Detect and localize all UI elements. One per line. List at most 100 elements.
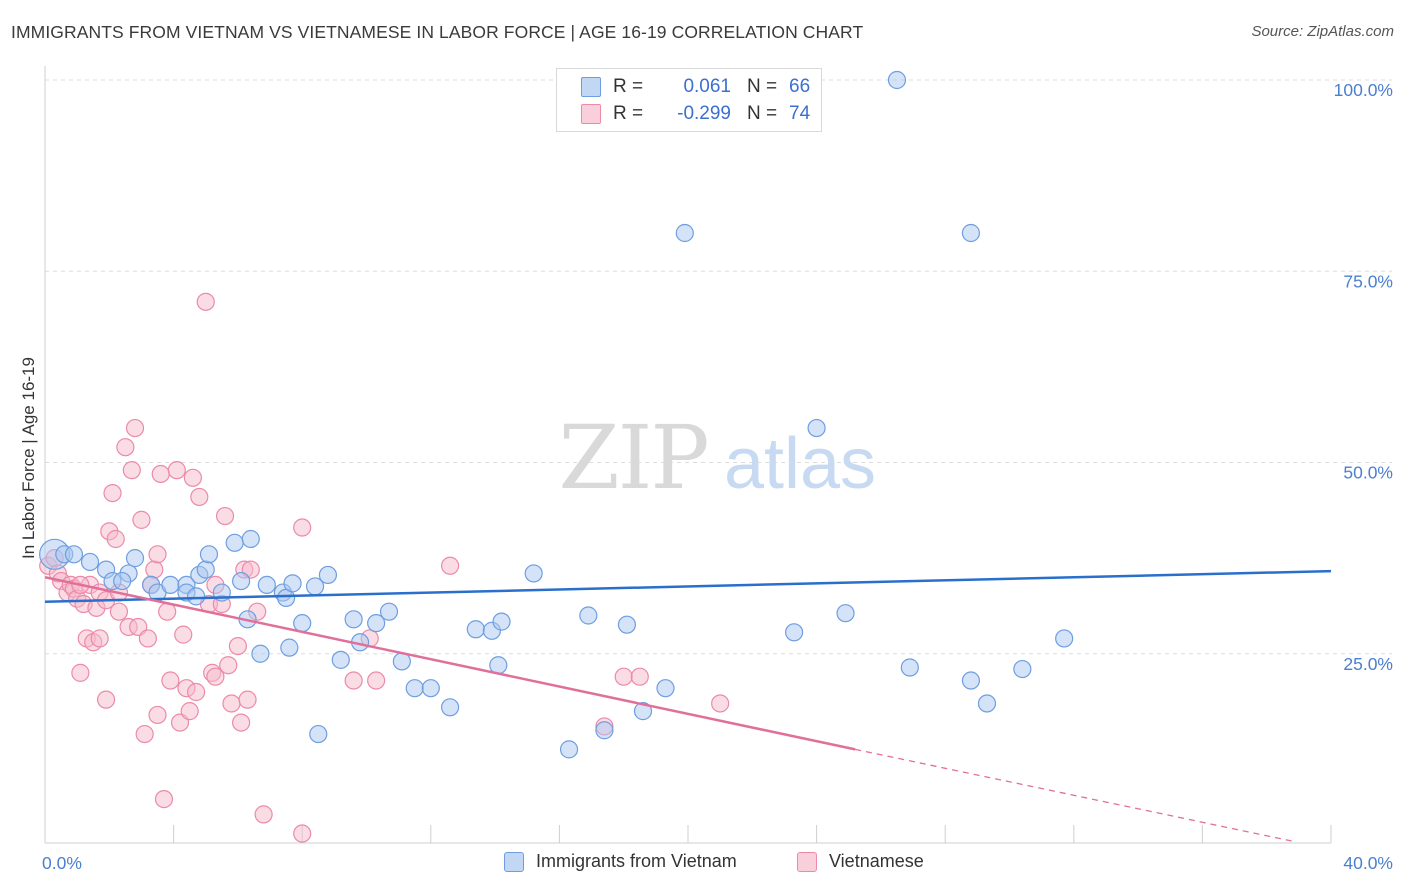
vietnamese-point — [132, 510, 151, 529]
immigrants-point — [421, 679, 440, 698]
vietnamese-trend-line — [44, 576, 856, 751]
y-tick-label: 100.0% — [1334, 80, 1393, 100]
immigrants-point — [280, 638, 299, 657]
watermark-atlas: atlas — [724, 424, 876, 504]
vietnamese-point — [228, 636, 247, 656]
vietnamese-point — [254, 805, 273, 824]
legend-row-vietnamese: R = -0.299 N = 74 — [557, 101, 810, 127]
legend-r-label: R = — [613, 76, 644, 97]
series-swatch-pink — [797, 851, 817, 872]
vietnamese-point — [96, 690, 116, 709]
y-tick-label: 25.0% — [1343, 654, 1393, 674]
legend-r-label: R = — [613, 103, 644, 124]
legend-n-value: 74 — [789, 103, 811, 124]
immigrants-point — [807, 418, 826, 438]
immigrants-point — [1013, 659, 1032, 679]
vietnamese-point — [161, 671, 180, 690]
immigrants-point — [977, 694, 997, 713]
vietnamese-point — [344, 671, 363, 690]
immigrants-point — [257, 575, 276, 595]
immigrants-point — [318, 565, 338, 585]
legend-swatch-pink — [581, 104, 601, 124]
immigrants-point — [161, 575, 180, 595]
immigrants-point — [251, 644, 270, 663]
x-tick-label-max: 40.0% — [1343, 853, 1393, 873]
immigrants-point — [961, 223, 981, 243]
immigrants-point — [125, 549, 145, 568]
vietnamese-point — [145, 560, 164, 579]
immigrants-point — [379, 602, 399, 621]
vietnamese-point — [71, 663, 90, 682]
legend-row-immigrants: R = 0.061 N = 66 — [557, 74, 810, 100]
y-tick-label: 75.0% — [1343, 271, 1393, 291]
immigrants-point — [559, 740, 579, 759]
immigrants-point — [344, 610, 363, 629]
legend-n-label: N = — [747, 76, 778, 97]
immigrants-point — [283, 574, 302, 593]
vietnamese-point — [174, 625, 193, 644]
vietnamese-point — [135, 724, 154, 744]
series-legend-immigrants: Immigrants from Vietnam — [504, 851, 737, 872]
watermark-zip: ZIP — [558, 406, 707, 509]
vietnamese-point — [219, 656, 238, 675]
vietnamese-point — [293, 518, 312, 537]
immigrants-point — [293, 614, 312, 633]
immigrants-point — [633, 702, 653, 721]
immigrants-point — [656, 679, 675, 698]
vietnamese-point — [116, 438, 135, 457]
vietnamese-point — [215, 506, 235, 526]
legend-swatch-blue — [581, 77, 601, 97]
vietnamese-point — [180, 702, 199, 721]
legend-n-value: 66 — [789, 76, 811, 97]
immigrants-from-vietnam-points — [39, 70, 1074, 759]
immigrants-point — [331, 650, 350, 669]
vietnamese-point — [630, 667, 649, 686]
series-legend: Immigrants from Vietnam Vietnamese — [0, 851, 1406, 877]
vietnamese-point — [190, 487, 209, 507]
vietnamese-point — [148, 545, 167, 564]
y-tick-label: 50.0% — [1343, 463, 1393, 483]
vietnamese-point — [138, 629, 157, 648]
vietnamese-point — [167, 461, 186, 480]
vietnamese-point — [90, 629, 109, 648]
vietnamese-point — [196, 292, 215, 311]
vietnamese-points — [39, 292, 730, 843]
series-swatch-blue — [504, 851, 524, 872]
vietnamese-point — [232, 713, 251, 732]
axes — [44, 66, 1332, 844]
vietnamese-point — [711, 694, 730, 713]
vietnamese-point — [293, 824, 312, 843]
vietnamese-point — [106, 529, 125, 549]
immigrants-point — [900, 658, 919, 677]
vietnamese-point — [125, 418, 145, 438]
immigrants-point — [367, 614, 386, 633]
immigrants-point — [440, 698, 460, 717]
vietnamese-point — [109, 602, 129, 621]
vietnamese-point — [222, 694, 241, 713]
vietnamese-point — [367, 671, 386, 690]
immigrants-trend-line — [44, 569, 1332, 603]
immigrants-point — [196, 560, 215, 579]
legend-n-label: N = — [747, 103, 778, 124]
immigrants-point — [961, 671, 981, 690]
immigrants-point — [232, 571, 251, 591]
vietnamese-point — [206, 667, 225, 686]
legend-r-value: 0.061 — [683, 76, 731, 97]
vietnamese-point — [614, 667, 633, 686]
immigrants-point — [113, 571, 132, 591]
vietnamese-point — [440, 556, 460, 575]
immigrants-point — [784, 623, 804, 642]
immigrants-point — [579, 606, 598, 625]
immigrants-point — [309, 724, 328, 744]
vietnamese-point — [187, 682, 206, 702]
immigrants-point — [617, 615, 637, 634]
series-name-immigrants: Immigrants from Vietnam — [536, 851, 737, 871]
vietnamese-point — [122, 461, 141, 480]
immigrants-point — [887, 70, 907, 90]
vietnamese-point — [103, 484, 122, 503]
tick-labels: 25.0% 50.0% 75.0% 100.0% 0.0% 40.0% — [42, 80, 1393, 873]
vietnamese-point — [151, 464, 170, 484]
x-tick-label-min: 0.0% — [42, 853, 82, 873]
immigrants-point — [225, 533, 244, 552]
